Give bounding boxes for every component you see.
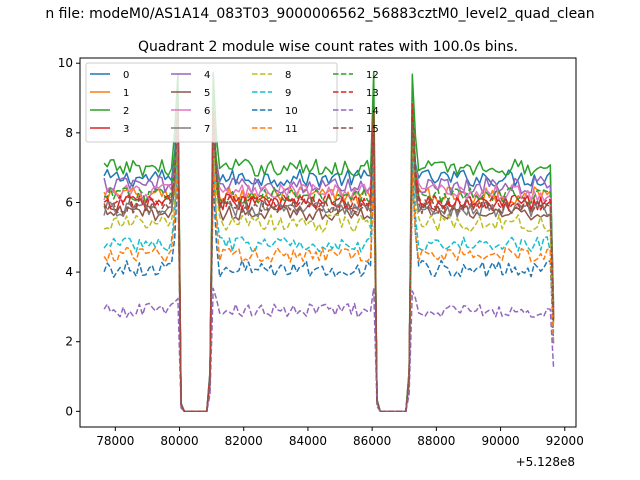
y-tick-label: 0 <box>65 404 73 418</box>
series-line-8 <box>103 142 555 413</box>
y-tick-label: 2 <box>65 335 73 349</box>
legend-label-0: 0 <box>123 70 129 81</box>
legend-label-15: 15 <box>366 124 379 135</box>
legend-label-5: 5 <box>204 88 210 99</box>
legend-label-13: 13 <box>366 88 379 99</box>
legend-label-2: 2 <box>123 106 129 117</box>
legend-label-6: 6 <box>204 106 210 117</box>
series-line-14 <box>103 287 555 413</box>
legend-label-4: 4 <box>204 70 210 81</box>
series-layer <box>103 71 555 413</box>
x-axis: 78000 80000 82000 84000 86000 88000 90000 92000 <box>96 427 584 448</box>
y-tick-label: 4 <box>65 265 73 279</box>
legend-label-7: 7 <box>204 124 210 135</box>
x-tick-label: 78000 <box>96 434 134 448</box>
x-tick-label: 82000 <box>225 434 263 448</box>
legend-label-1: 1 <box>123 88 129 99</box>
x-offset-label: +5.128e8 <box>516 455 575 469</box>
x-tick-label: 86000 <box>353 434 391 448</box>
y-tick-label: 6 <box>65 195 73 209</box>
legend-frame <box>85 62 338 143</box>
series-line-15 <box>103 114 555 413</box>
legend-label-8: 8 <box>285 70 291 81</box>
legend-label-12: 12 <box>366 70 379 81</box>
x-tick-label: 92000 <box>546 434 584 448</box>
chart-title: Quadrant 2 module wise count rates with … <box>138 39 518 55</box>
x-tick-label: 80000 <box>160 434 198 448</box>
y-axis: 0 2 4 6 8 10 <box>58 56 80 418</box>
y-tick-label: 10 <box>58 56 73 70</box>
legend-label-14: 14 <box>366 106 379 117</box>
axes-frame <box>79 57 577 428</box>
x-tick-label: 88000 <box>417 434 455 448</box>
legend-label-3: 3 <box>123 124 129 135</box>
legend-label-10: 10 <box>285 106 298 117</box>
legend-label-11: 11 <box>285 124 298 135</box>
series-line-13 <box>103 102 555 413</box>
x-tick-label: 90000 <box>481 434 519 448</box>
x-tick-label: 84000 <box>289 434 327 448</box>
figure-suptitle: n file: modeM0/AS1A14_083T03_9000006562_… <box>45 6 594 22</box>
legend-label-9: 9 <box>285 88 291 99</box>
y-tick-label: 8 <box>65 126 73 140</box>
